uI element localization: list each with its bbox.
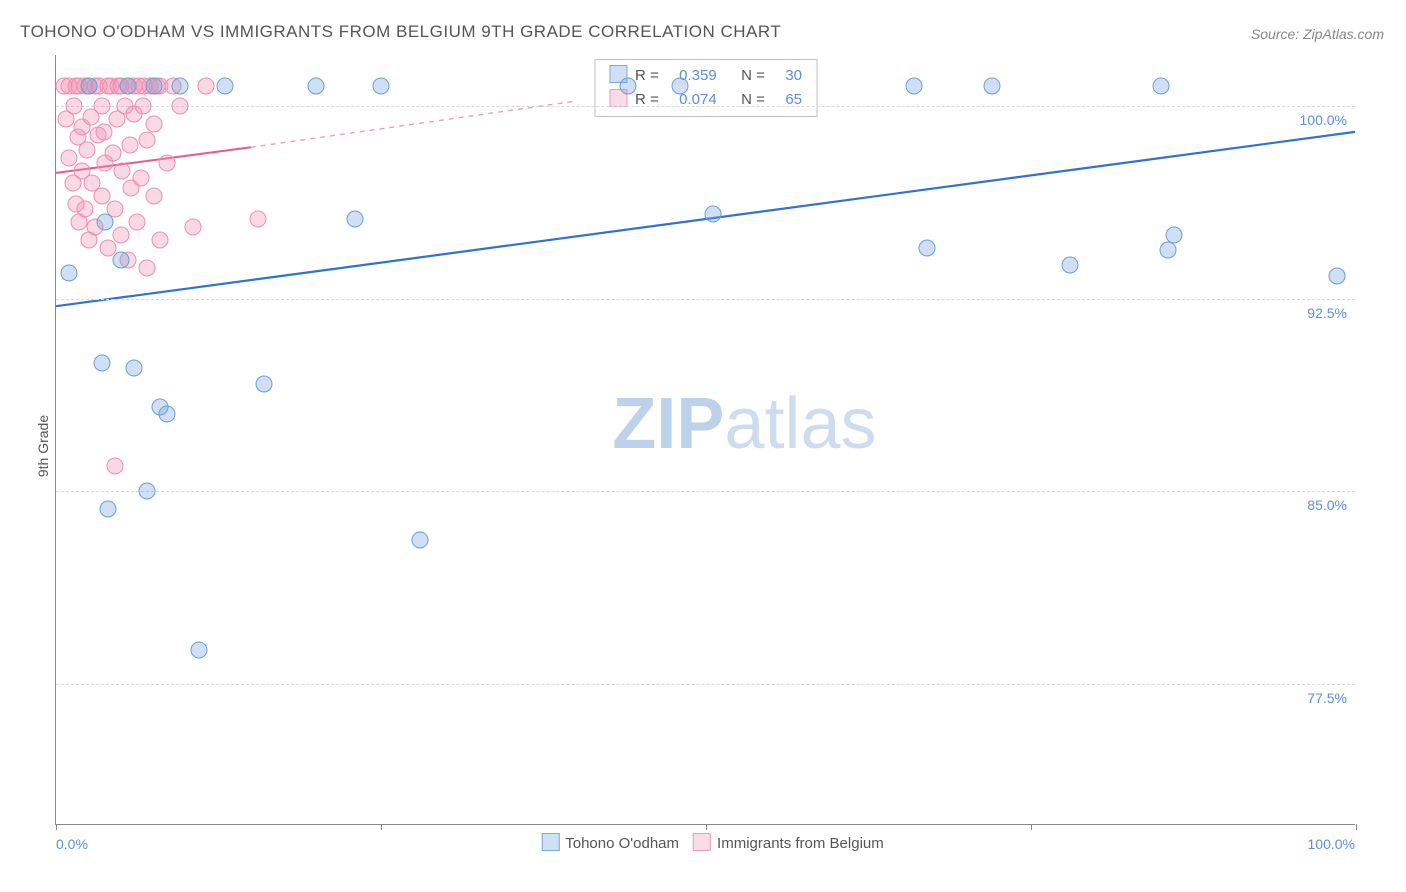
stat-r-value: 0.074 (679, 88, 741, 112)
blue-data-point (113, 252, 130, 269)
blue-data-point (100, 501, 117, 518)
blue-data-point (308, 77, 325, 94)
blue-data-point (97, 213, 114, 230)
blue-data-point (1153, 77, 1170, 94)
stat-r-label: R = (635, 64, 675, 88)
blue-data-point (217, 77, 234, 94)
watermark: ZIPatlas (612, 383, 876, 465)
legend-label: Tohono O'odham (565, 835, 679, 852)
blue-data-point (256, 375, 273, 392)
blue-data-point (145, 77, 162, 94)
x-tick (1031, 824, 1032, 830)
blue-data-point (191, 642, 208, 659)
blue-data-point (1159, 242, 1176, 259)
source-attribution: Source: ZipAtlas.com (1251, 26, 1384, 42)
y-gridline (56, 299, 1355, 300)
blue-data-point (984, 77, 1001, 94)
blue-data-point (1062, 257, 1079, 274)
blue-data-point (126, 360, 143, 377)
pink-data-point (93, 98, 110, 115)
blue-data-point (672, 77, 689, 94)
pink-data-point (122, 136, 139, 153)
legend-swatch (693, 833, 711, 851)
blue-data-point (906, 77, 923, 94)
y-tick-label: 92.5% (1307, 305, 1347, 321)
pink-data-point (249, 211, 266, 228)
y-tick-label: 85.0% (1307, 497, 1347, 513)
legend-swatch (541, 833, 559, 851)
y-gridline (56, 491, 1355, 492)
blue-data-point (704, 206, 721, 223)
blue-data-point (1328, 267, 1345, 284)
pink-data-point (128, 213, 145, 230)
pink-data-point (145, 188, 162, 205)
pink-data-point (76, 201, 93, 218)
blue-data-point (80, 77, 97, 94)
blue-data-point (412, 532, 429, 549)
blue-data-point (620, 77, 637, 94)
pink-data-point (152, 231, 169, 248)
pink-data-point (171, 98, 188, 115)
stat-n-value: 30 (785, 67, 802, 84)
stat-n-label: N = (741, 64, 781, 88)
pink-data-point (79, 141, 96, 158)
stats-row: R = 0.359N = 30 (609, 64, 802, 88)
legend-label: Immigrants from Belgium (717, 835, 884, 852)
blue-data-point (139, 483, 156, 500)
y-gridline (56, 684, 1355, 685)
blue-data-point (373, 77, 390, 94)
x-axis-max-label: 100.0% (1308, 836, 1355, 852)
pink-data-point (66, 98, 83, 115)
pink-data-point (135, 98, 152, 115)
pink-data-point (139, 131, 156, 148)
pink-data-point (139, 260, 156, 277)
blue-data-point (171, 77, 188, 94)
x-tick (56, 824, 57, 830)
x-tick (706, 824, 707, 830)
stat-r-label: R = (635, 88, 675, 112)
legend-bottom: Tohono O'odham Immigrants from Belgium (527, 833, 884, 852)
blue-data-point (919, 239, 936, 256)
trendlines-layer (56, 55, 1355, 824)
chart-title: TOHONO O'ODHAM VS IMMIGRANTS FROM BELGIU… (20, 22, 781, 42)
blue-data-point (93, 355, 110, 372)
pink-data-point (145, 116, 162, 133)
watermark-light: atlas (724, 384, 876, 464)
y-tick-label: 100.0% (1300, 112, 1347, 128)
y-gridline (56, 106, 1355, 107)
pink-data-point (184, 218, 201, 235)
x-axis-min-label: 0.0% (56, 836, 88, 852)
watermark-bold: ZIP (612, 384, 724, 464)
trendline (251, 101, 576, 147)
blue-data-point (1166, 226, 1183, 243)
x-tick (1356, 824, 1357, 830)
pink-data-point (132, 170, 149, 187)
plot-area: ZIPatlas R = 0.359N = 30R = 0.074N = 65 … (55, 55, 1355, 825)
pink-data-point (158, 154, 175, 171)
pink-data-point (106, 457, 123, 474)
y-axis-label: 9th Grade (35, 415, 51, 477)
blue-data-point (119, 77, 136, 94)
stats-row: R = 0.074N = 65 (609, 88, 802, 112)
pink-data-point (105, 144, 122, 161)
pink-data-point (197, 77, 214, 94)
blue-data-point (158, 406, 175, 423)
y-tick-label: 77.5% (1307, 690, 1347, 706)
pink-data-point (113, 226, 130, 243)
blue-data-point (61, 265, 78, 282)
blue-data-point (347, 211, 364, 228)
x-tick (381, 824, 382, 830)
stat-n-label: N = (741, 88, 781, 112)
pink-data-point (114, 162, 131, 179)
pink-data-point (96, 124, 113, 141)
